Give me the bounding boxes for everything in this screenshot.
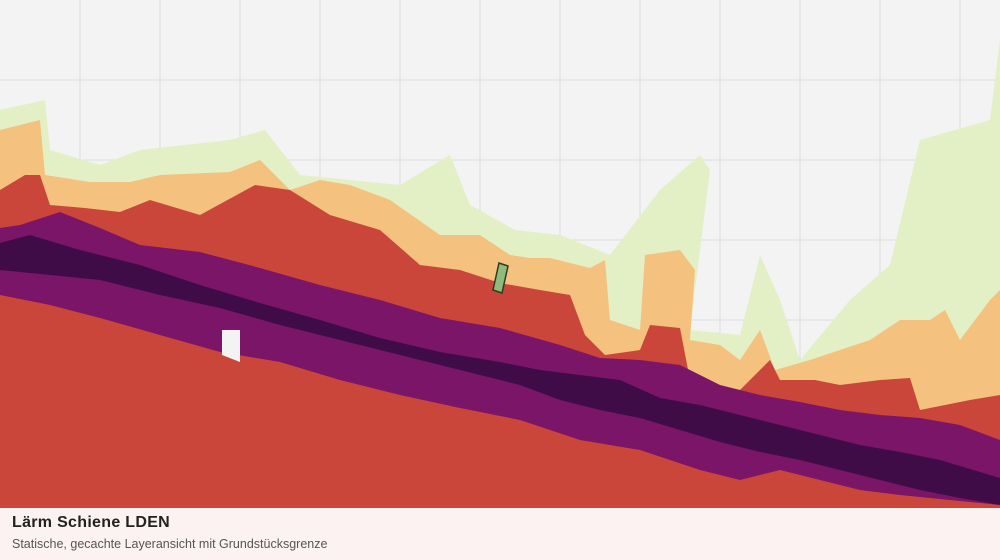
noise-band-low <box>0 40 1000 420</box>
parcel-boundary <box>492 262 509 294</box>
gap <box>222 330 240 362</box>
legend-panel: Lärm Schiene LDEN Statische, gecachte La… <box>0 508 1000 560</box>
layer-subtitle: Statische, gecachte Layeransicht mit Gru… <box>12 537 328 551</box>
noise-band-very-high <box>0 235 1000 505</box>
layer-title: Lärm Schiene LDEN <box>12 514 171 531</box>
